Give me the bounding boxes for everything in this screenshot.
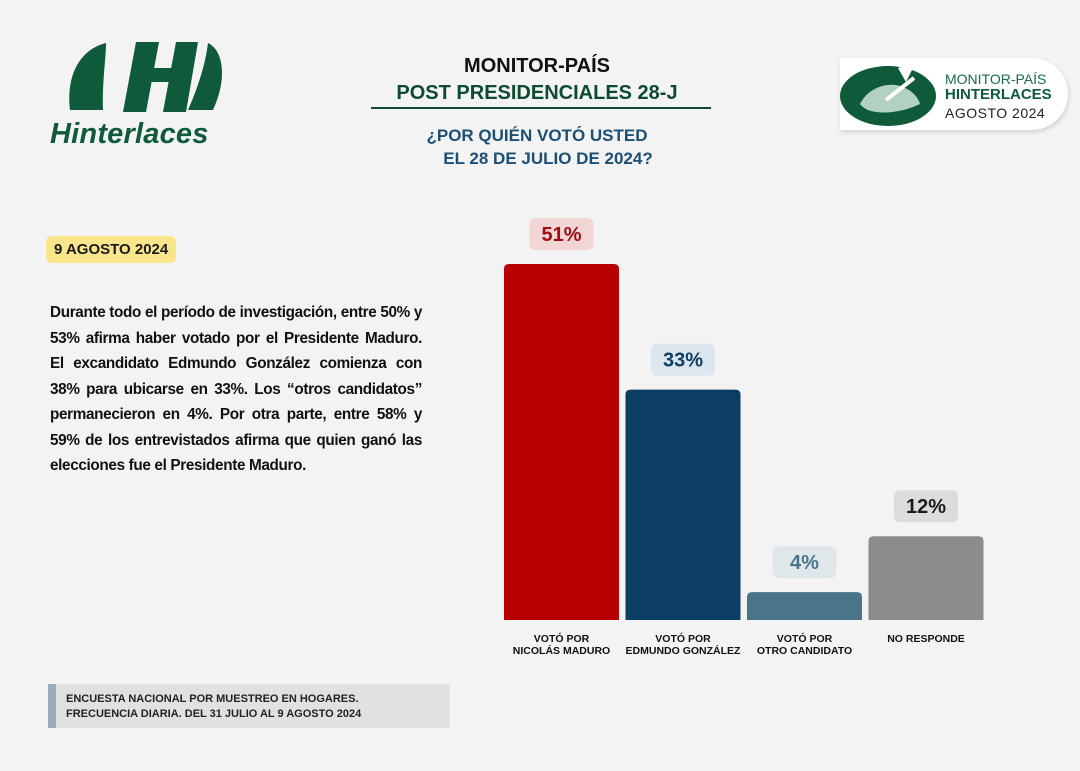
bar — [625, 389, 741, 620]
value-label-bg — [772, 546, 837, 579]
badge-line-1: MONITOR-PAÍS — [945, 71, 1047, 87]
bar — [747, 592, 862, 620]
category-label: NICOLÁS MADURO — [513, 644, 610, 657]
brand-name: Hinterlaces — [50, 118, 209, 150]
category-label: NO RESPONDE — [887, 633, 965, 645]
question-line-2: EL 28 DE JULIO DE 2024? — [443, 149, 653, 168]
data-label: 12% — [906, 496, 946, 518]
value-label-bg — [529, 218, 594, 250]
category-label: EDMUNDO GONZÁLEZ — [626, 644, 741, 657]
page-title: MONITOR-PAÍS — [464, 55, 610, 77]
value-label-bg — [651, 343, 715, 376]
data-label: 51% — [541, 224, 581, 246]
venezuela-map-icon — [840, 62, 936, 126]
title-underline — [371, 107, 711, 109]
category-label: OTRO CANDIDATO — [757, 645, 852, 657]
bar — [868, 536, 984, 620]
badge-line-3: AGOSTO 2024 — [945, 105, 1046, 121]
bar — [504, 264, 619, 620]
data-label: 33% — [663, 350, 703, 372]
hinterlaces-logo-icon — [69, 42, 223, 112]
methodology-line-1: ENCUESTA NACIONAL POR MUESTREO EN HOGARE… — [66, 693, 359, 705]
question-line-1: ¿POR QUIÉN VOTÓ USTED — [426, 126, 648, 145]
badge-line-2: HINTERLACES — [945, 86, 1052, 103]
methodology-line-2: FRECUENCIA DIARIA. DEL 31 JULIO AL 9 AGO… — [66, 708, 362, 720]
value-label-bg — [894, 490, 958, 523]
data-label: 4% — [790, 552, 819, 574]
summary-paragraph: Durante todo el período de investigación… — [50, 304, 422, 474]
methodology-note — [48, 684, 450, 728]
date-badge: 9 AGOSTO 2024 — [46, 236, 177, 263]
page-subtitle: POST PRESIDENCIALES 28-J — [396, 82, 678, 104]
category-label: VOTÓ POR — [777, 632, 833, 645]
category-label: VOTÓ POR — [534, 632, 590, 645]
category-label: VOTÓ POR — [655, 632, 711, 645]
